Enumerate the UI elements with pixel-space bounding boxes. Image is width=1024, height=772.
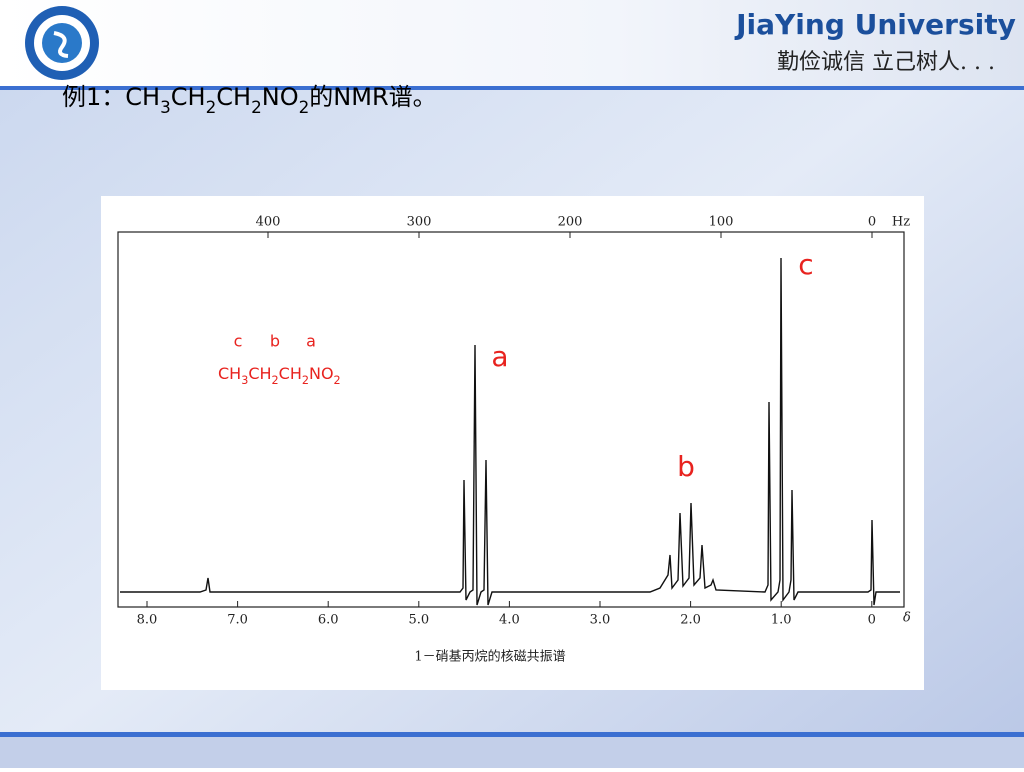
inset-label: c [234, 332, 243, 351]
title-part: CH [216, 83, 251, 111]
ppm-tick-label: 2.0 [680, 613, 701, 628]
spectrum-frame [117, 231, 905, 608]
figure-caption: 1－硝基丙烷的核磁共振谱 [414, 649, 565, 665]
ppm-unit: δ [903, 611, 911, 626]
formula-subscript: 3 [241, 374, 248, 387]
ppm-tick-label: 8.0 [137, 613, 158, 628]
formula-part: NO [309, 364, 334, 383]
formula-part: CH [248, 364, 271, 383]
peak-label: c [798, 248, 813, 281]
formula-subscript: 2 [334, 374, 341, 387]
inset-formula: CH3CH2CH2NO2 [218, 364, 341, 387]
logo [25, 6, 99, 80]
header-rule [0, 86, 1024, 90]
motto: 勤俭诚信 立己树人. . . [777, 50, 995, 75]
hz-tick-label: 400 [256, 215, 281, 230]
title-subscript: 2 [251, 97, 262, 117]
formula-part: CH [279, 364, 302, 383]
ppm-tick-label: 3.0 [590, 613, 611, 628]
inset-label: b [270, 332, 280, 351]
hz-tick-label: 0 [868, 215, 876, 230]
formula-subscript: 2 [272, 374, 279, 387]
title-subscript: 2 [206, 97, 217, 117]
university-name: JiaYing University [734, 8, 1016, 41]
footer-band [0, 737, 1024, 768]
figure-panel [101, 196, 924, 690]
header-band [0, 0, 1024, 86]
footer-rule [0, 732, 1024, 737]
hz-tick-label: 300 [407, 215, 432, 230]
hz-unit: Hz [892, 215, 910, 230]
ppm-tick-label: 0 [868, 613, 876, 628]
slide-title: 例1：CH3CH2CH2NO2的NMR谱。 [62, 83, 437, 117]
title-part: 的NMR谱。 [309, 83, 436, 111]
hz-tick-label: 100 [709, 215, 734, 230]
formula-part: CH [218, 364, 241, 383]
ppm-tick-label: 7.0 [227, 613, 248, 628]
title-subscript: 3 [160, 97, 171, 117]
ppm-tick-label: 6.0 [318, 613, 339, 628]
ppm-tick-label: 5.0 [408, 613, 429, 628]
title-part: NO [262, 83, 299, 111]
title-subscript: 2 [299, 97, 310, 117]
hz-tick-label: 200 [558, 215, 583, 230]
peak-label: b [677, 450, 695, 483]
title-part: 例1：CH [62, 83, 160, 111]
formula-subscript: 2 [302, 374, 309, 387]
ppm-tick-label: 4.0 [499, 613, 520, 628]
nmr-spectrum [120, 257, 900, 606]
ppm-tick-label: 1.0 [771, 613, 792, 628]
inset-label: a [306, 332, 316, 351]
peak-label: a [491, 340, 508, 373]
title-part: CH [171, 83, 206, 111]
